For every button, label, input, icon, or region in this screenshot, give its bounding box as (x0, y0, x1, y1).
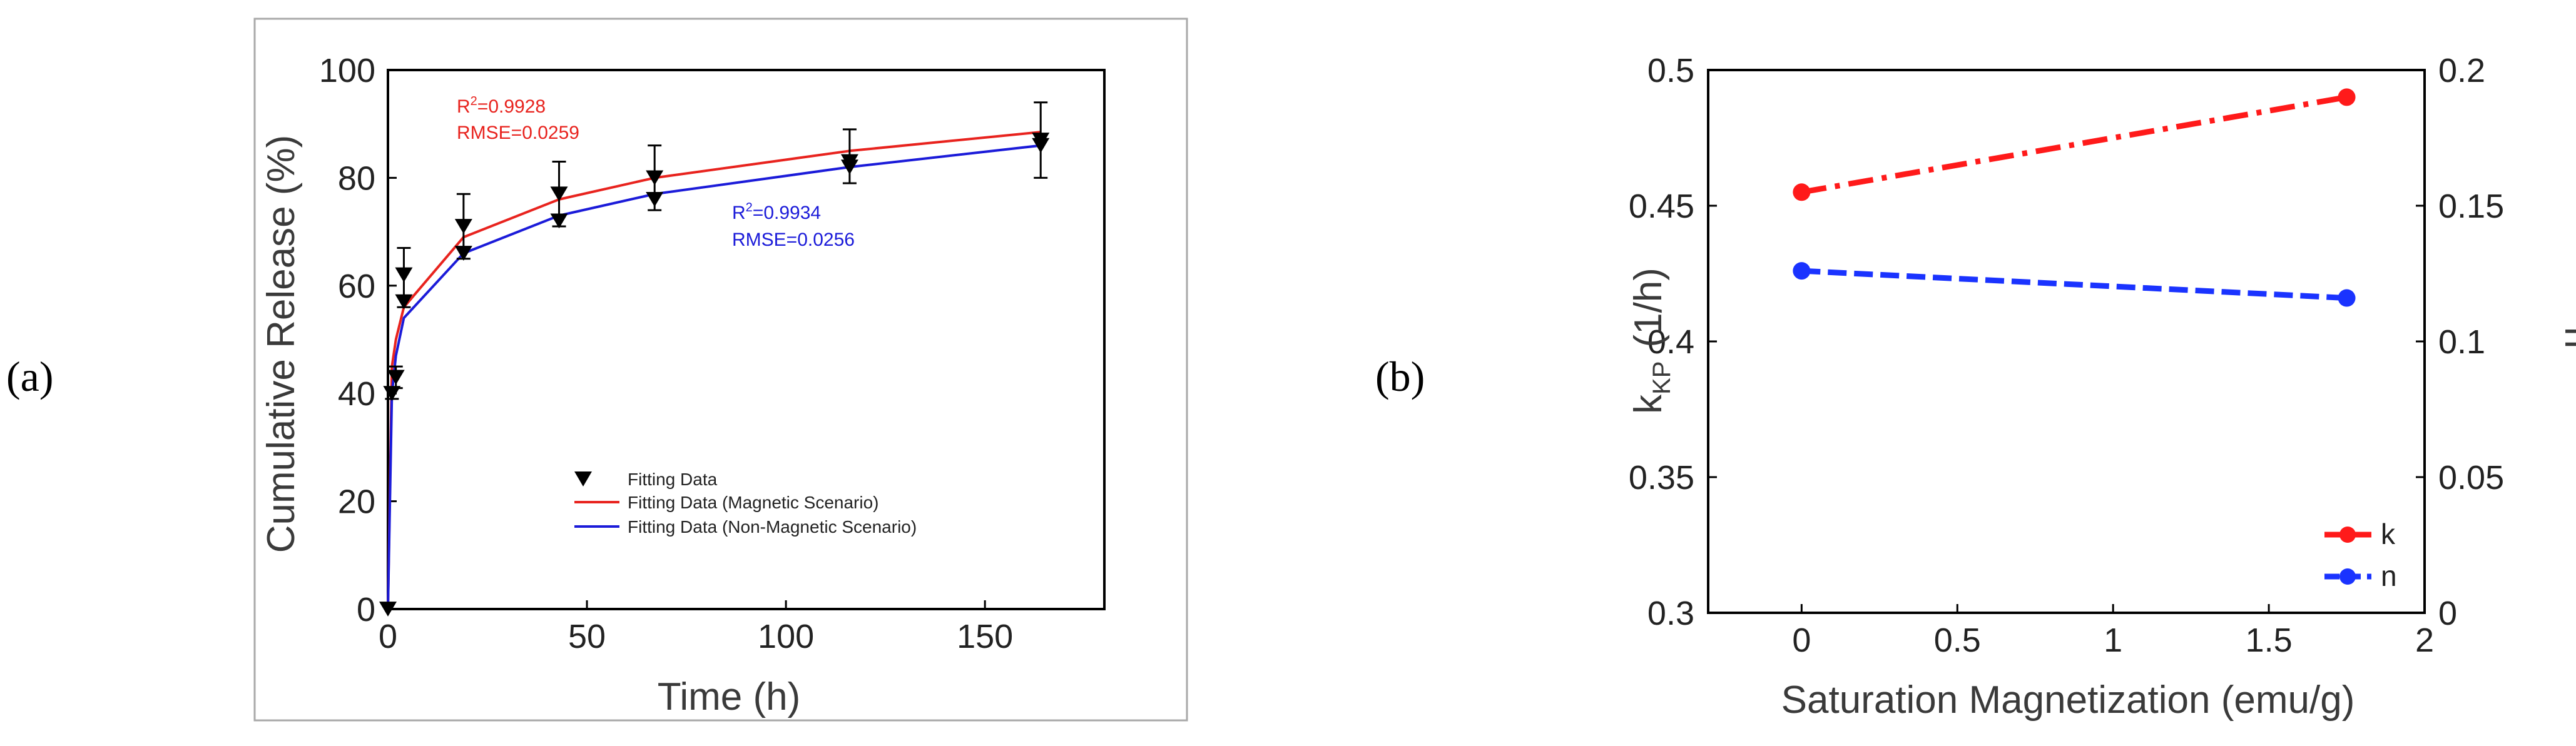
chart-a-annotation-nonmagnetic-rmse: RMSE=0.0256 (732, 229, 855, 250)
chart-b-x-tick-label: 1 (2104, 622, 2122, 659)
chart-b-right-tick-label: 0.1 (2438, 323, 2485, 361)
legend-nonmagnetic-label: Fitting Data (Non-Magnetic Scenario) (628, 517, 917, 537)
chart-b-left-tick-label: 0.5 (1647, 52, 1694, 89)
chart-b-right-tick-label: 0 (2438, 595, 2457, 632)
chart-a-data-point (550, 213, 568, 229)
legend-k-marker (2339, 527, 2356, 543)
chart-a-data-point-upper (1032, 133, 1050, 148)
chart-b-x-axis-title: Saturation Magnetization (emu/g) (1781, 678, 2355, 722)
legend-k-label: k (2381, 518, 2396, 550)
chart-a-x-axis-title: Time (h) (658, 675, 800, 718)
chart-b-left-axis-title: kKP(1/h) (1627, 268, 1676, 414)
chart-a-y-tick-label: 60 (338, 268, 375, 305)
chart-b-series-line-k (1801, 94, 2348, 195)
chart-a-data-point (379, 602, 397, 617)
chart-a-annotation-magnetic-rmse: RMSE=0.0259 (457, 123, 579, 143)
chart-a-points (379, 101, 1050, 617)
chart-b-right-tick-label: 0.2 (2438, 52, 2485, 89)
chart-b-point-k (1793, 183, 1811, 201)
chart-b-legend: k n (2324, 518, 2397, 592)
chart-a-data-point (454, 246, 472, 261)
chart-b-left-tick-label: 0.45 (1629, 188, 1694, 225)
chart-b-ticks: 0 0.5 1 1.5 2 0.3 0.35 0.4 0.45 0.5 0 0.05 0.1 0.15 0.… (1629, 52, 2504, 659)
chart-b-left-tick-label: 0.4 (1647, 323, 1694, 361)
chart-b-point-k (2338, 88, 2356, 106)
chart-b: 0 0.5 1 1.5 2 0.3 0.35 0.4 0.45 0.5 0 0.05 0.1 0.15 0.… (1627, 52, 2576, 722)
chart-b-left-tick-label: 0.3 (1647, 595, 1694, 632)
chart-a: 0 50 100 150 0 20 40 60 80 100 Time (h) Cumulativ… (253, 18, 1188, 722)
chart-a-data-point-upper (550, 186, 568, 202)
chart-a-y-tick-label: 80 (338, 159, 375, 197)
chart-a-y-axis-title: Cumulative Release (%) (260, 135, 303, 553)
legend-fitting-data-label: Fitting Data (628, 470, 718, 489)
chart-b-right-tick-label: 0.05 (2438, 459, 2504, 496)
chart-a-data-point-upper (840, 154, 858, 169)
chart-b-series (1793, 88, 2356, 307)
chart-b-right-tick-label: 0.15 (2438, 188, 2504, 225)
chart-b-point-n (1793, 262, 1811, 280)
chart-b-right-axis-title: n (2557, 327, 2576, 348)
chart-a-y-tick-label: 100 (319, 52, 375, 89)
panel-label-a: (a) (6, 353, 53, 400)
chart-b-x-tick-label: 0.5 (1934, 622, 1981, 659)
chart-b-series-line-n (1801, 268, 2347, 301)
chart-a-data-point (395, 294, 413, 310)
chart-a-x-tick-label: 50 (568, 618, 606, 655)
legend-magnetic-label: Fitting Data (Magnetic Scenario) (628, 493, 879, 512)
legend-n-marker (2339, 568, 2356, 585)
chart-a-ticks: 0 50 100 150 0 20 40 60 80 100 (319, 52, 1013, 655)
chart-a-x-tick-label: 150 (957, 618, 1013, 655)
chart-b-x-tick-label: 2 (2415, 622, 2434, 659)
chart-a-frame (253, 18, 1188, 722)
chart-b-x-tick-label: 1.5 (2246, 622, 2293, 659)
panel-label-b: (b) (1375, 353, 1425, 400)
chart-b-point-n (2338, 289, 2356, 307)
chart-a-y-tick-label: 20 (338, 483, 375, 521)
chart-a-y-tick-label: 40 (338, 375, 375, 413)
chart-a-y-tick-label: 0 (357, 591, 375, 628)
legend-fitting-data-marker (574, 471, 592, 486)
chart-a-annotation-nonmagnetic-r2: R2=0.9934 (732, 201, 821, 223)
chart-a-data-point-upper (395, 267, 413, 283)
chart-a-data-point (383, 386, 401, 401)
chart-a-legend: Fitting Data Fitting Data (Magnetic Scen… (574, 470, 917, 537)
chart-a-plot-area (387, 69, 1106, 610)
chart-a-annotation-magnetic-r2: R2=0.9928 (457, 94, 546, 117)
chart-a-data-point-upper (454, 219, 472, 234)
chart-a-data-point (646, 191, 664, 207)
chart-b-plot-area (1707, 69, 2426, 614)
chart-a-x-tick-label: 0 (379, 618, 397, 655)
chart-b-x-tick-label: 0 (1792, 622, 1811, 659)
legend-n-label: n (2381, 560, 2397, 592)
chart-b-left-tick-label: 0.35 (1629, 459, 1694, 496)
chart-a-data-point-upper (646, 170, 664, 186)
chart-a-x-tick-label: 100 (758, 618, 814, 655)
chart-a-data-point (387, 370, 405, 385)
